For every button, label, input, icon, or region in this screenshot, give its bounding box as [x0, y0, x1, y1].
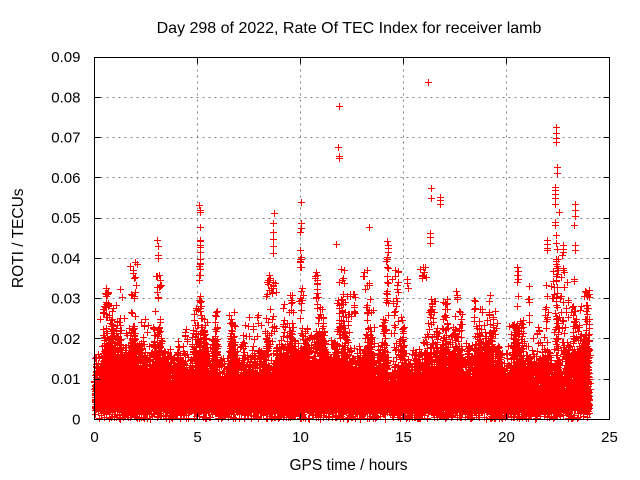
- svg-text:ROTI / TECUs: ROTI / TECUs: [10, 188, 27, 288]
- svg-text:20: 20: [498, 429, 515, 446]
- svg-text:0.08: 0.08: [51, 89, 80, 106]
- svg-text:0.06: 0.06: [51, 170, 80, 187]
- svg-text:5: 5: [193, 429, 201, 446]
- svg-text:0.05: 0.05: [51, 210, 80, 227]
- svg-text:15: 15: [395, 429, 412, 446]
- svg-text:0: 0: [72, 412, 80, 429]
- svg-text:0.07: 0.07: [51, 130, 80, 147]
- svg-text:25: 25: [601, 429, 618, 446]
- svg-text:0.02: 0.02: [51, 331, 80, 348]
- svg-text:0.04: 0.04: [51, 250, 80, 267]
- svg-text:0.03: 0.03: [51, 291, 80, 308]
- svg-text:0.09: 0.09: [51, 49, 80, 66]
- svg-text:0: 0: [90, 429, 98, 446]
- svg-text:Day 298 of 2022, Rate Of TEC I: Day 298 of 2022, Rate Of TEC Index for r…: [157, 20, 542, 37]
- svg-text:10: 10: [292, 429, 309, 446]
- svg-text:0.01: 0.01: [51, 371, 80, 388]
- svg-text:GPS time / hours: GPS time / hours: [289, 457, 407, 474]
